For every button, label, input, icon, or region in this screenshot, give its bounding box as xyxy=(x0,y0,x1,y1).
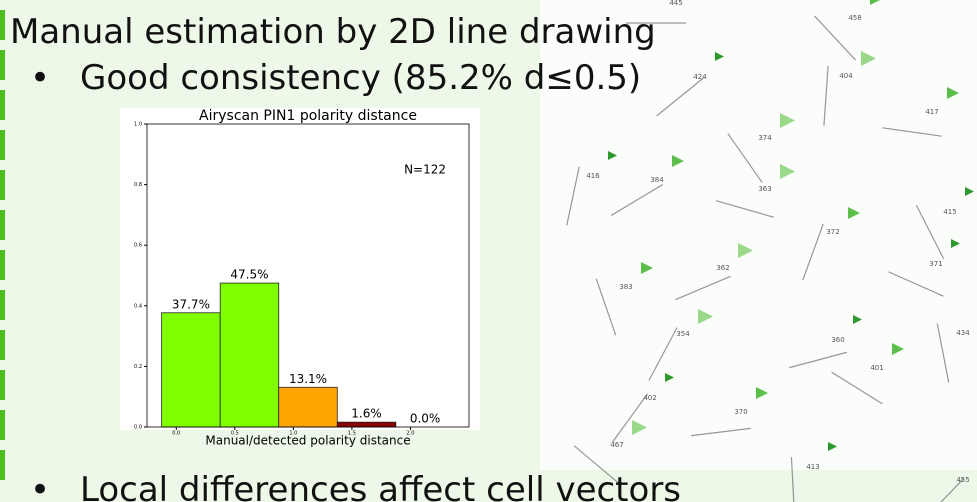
cell-label: 383 xyxy=(619,283,632,291)
value-label: 1.6% xyxy=(351,407,382,421)
cell-label: 415 xyxy=(943,208,956,216)
x-tick-label: 1.0 xyxy=(289,431,297,437)
cell-label: 371 xyxy=(929,260,942,268)
bar xyxy=(337,422,396,427)
cell-label: 417 xyxy=(925,108,938,116)
bullet: • xyxy=(30,470,50,502)
cell-label: 445 xyxy=(669,0,682,7)
x-tick-label: 1.5 xyxy=(348,431,356,437)
left-marker xyxy=(0,10,5,480)
cell-label: 370 xyxy=(734,408,747,416)
value-label: 13.1% xyxy=(289,372,327,386)
value-label: 0.0% xyxy=(410,412,441,426)
y-tick-label: 1.0 xyxy=(134,122,142,128)
cell-label: 402 xyxy=(643,394,656,402)
cell-label: 416 xyxy=(586,172,600,180)
bar xyxy=(220,283,279,427)
y-tick-label: 0.2 xyxy=(134,364,142,370)
bar xyxy=(279,387,338,427)
cell-label: 360 xyxy=(831,336,844,344)
cell-label: 354 xyxy=(676,330,690,338)
slide-title: Manual estimation by 2D line drawing xyxy=(10,12,656,52)
annotation: N=122 xyxy=(404,163,446,177)
cell-label: 401 xyxy=(870,364,883,372)
cell-label: 384 xyxy=(650,176,664,184)
chart-title: Airyscan PIN1 polarity distance xyxy=(199,108,417,124)
x-tick-label: 0.0 xyxy=(172,431,180,437)
cell-label: 363 xyxy=(758,185,771,193)
cell-label: 404 xyxy=(839,72,853,80)
cell-label: 458 xyxy=(848,14,861,22)
cell-label: 424 xyxy=(693,73,707,81)
slide: 445 458 404 424 417 374 416 384 363 415 372 362 371 3… xyxy=(0,0,977,502)
y-tick-label: 0.4 xyxy=(134,303,142,309)
value-label: 37.7% xyxy=(172,297,210,311)
value-label: 47.5% xyxy=(230,268,268,282)
y-tick-label: 0.8 xyxy=(134,182,142,188)
x-tick-label: 0.5 xyxy=(231,431,239,437)
y-tick-label: 0.6 xyxy=(134,243,142,249)
bullet: • xyxy=(30,58,50,98)
cell-label: 413 xyxy=(806,463,819,471)
cell-label: 467 xyxy=(610,441,623,449)
cell-label: 374 xyxy=(758,134,772,142)
bullet-text: Local differences affect cell vectors xyxy=(80,470,681,502)
bullet-text: Good consistency (85.2% d≤0.5) xyxy=(80,58,641,98)
cell-label: 455 xyxy=(956,476,969,484)
cell-label: 362 xyxy=(716,264,729,272)
y-tick-label: 0.0 xyxy=(134,425,142,431)
cell-label: 372 xyxy=(826,228,839,236)
bar xyxy=(162,313,221,427)
x-tick-label: 2.0 xyxy=(406,431,414,437)
cell-label: 434 xyxy=(956,329,970,337)
